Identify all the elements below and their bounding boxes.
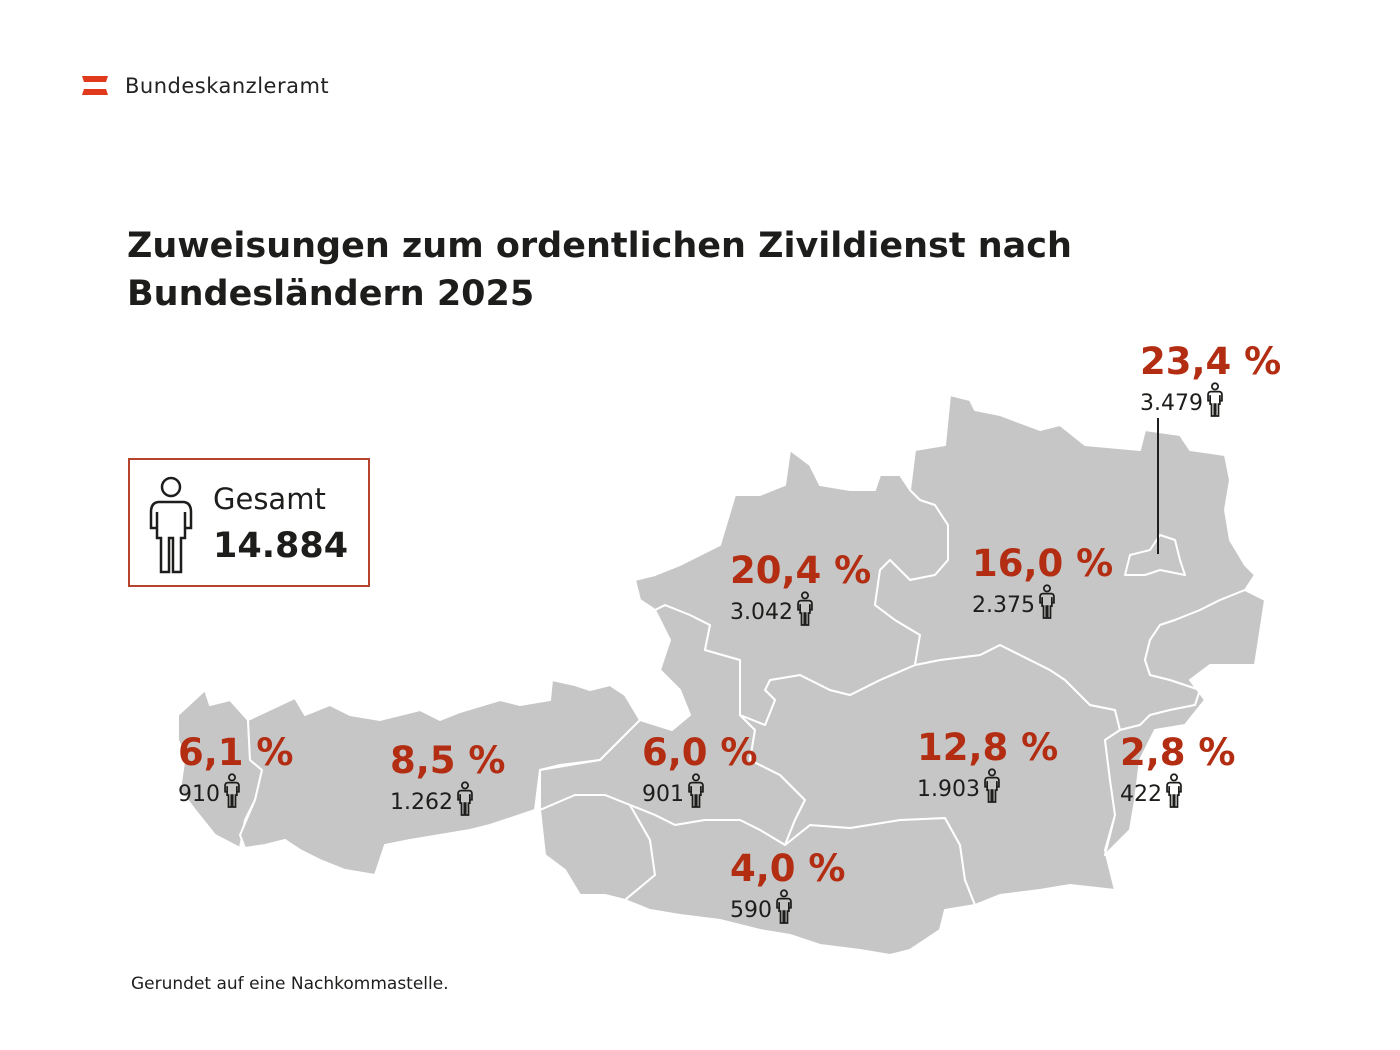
region-count: 590 xyxy=(730,889,846,925)
region-label-kaernten: 4,0 % 590 xyxy=(730,849,846,925)
region-percent: 6,0 % xyxy=(642,731,758,774)
region-count: 2.375 xyxy=(972,584,1113,620)
region-percent: 4,0 % xyxy=(730,847,846,890)
person-icon xyxy=(984,768,1000,803)
region-label-burgenland: 2,8 % 422 xyxy=(1120,733,1236,809)
logo-text: Bundeskanzleramt xyxy=(125,74,330,98)
region-count-value: 3.479 xyxy=(1140,391,1203,416)
region-kaernten xyxy=(624,804,976,956)
region-count-value: 422 xyxy=(1120,782,1162,807)
person-icon xyxy=(797,591,813,626)
region-wien xyxy=(1124,534,1186,576)
region-label-wien: 23,4 % 3.479 xyxy=(1140,342,1281,418)
region-percent: 20,4 % xyxy=(730,549,872,592)
region-count-value: 1.262 xyxy=(390,790,453,815)
footnote: Gerundet auf eine Nachkommastelle. xyxy=(131,974,449,994)
region-percent: 16,0 % xyxy=(972,542,1114,585)
region-percent: 6,1 % xyxy=(178,731,294,774)
total-box: Gesamt 14.884 xyxy=(128,458,370,587)
person-icon xyxy=(1166,773,1182,808)
austrian-flag-stripes-icon xyxy=(82,76,108,95)
region-count-value: 590 xyxy=(730,898,772,923)
region-count: 1.262 xyxy=(390,781,506,817)
person-icon xyxy=(688,773,704,808)
person-icon xyxy=(149,476,193,574)
region-label-steiermark: 12,8 % 1.903 xyxy=(917,728,1058,804)
region-count: 1.903 xyxy=(917,768,1058,804)
person-icon xyxy=(776,889,792,924)
region-label-oberoesterreich: 20,4 % 3.042 xyxy=(730,551,871,627)
total-label: Gesamt xyxy=(213,482,326,516)
region-percent: 2,8 % xyxy=(1120,731,1236,774)
person-icon xyxy=(1207,382,1223,417)
region-label-tirol: 8,5 % 1.262 xyxy=(390,741,506,817)
region-percent: 8,5 % xyxy=(390,739,506,782)
total-value: 14.884 xyxy=(213,526,349,566)
region-label-niederoesterreich: 16,0 % 2.375 xyxy=(972,544,1113,620)
region-label-salzburg: 6,0 % 901 xyxy=(642,733,758,809)
region-count-value: 901 xyxy=(642,782,684,807)
region-percent: 23,4 % xyxy=(1140,340,1282,383)
person-icon xyxy=(457,781,473,816)
logo: Bundeskanzleramt xyxy=(82,74,329,98)
region-count: 3.042 xyxy=(730,591,871,627)
region-burgenland xyxy=(1104,589,1266,856)
region-label-vorarlberg: 6,1 % 910 xyxy=(178,733,294,809)
region-count-value: 2.375 xyxy=(972,593,1035,618)
region-count: 422 xyxy=(1120,773,1236,809)
region-count: 910 xyxy=(178,773,294,809)
person-icon xyxy=(224,773,240,808)
region-count: 3.479 xyxy=(1140,382,1281,418)
region-count: 901 xyxy=(642,773,758,809)
person-icon xyxy=(1039,584,1055,619)
region-count-value: 1.903 xyxy=(917,777,980,802)
region-count-value: 910 xyxy=(178,782,220,807)
region-count-value: 3.042 xyxy=(730,600,793,625)
page-title: Zuweisungen zum ordentlichen Zivildienst… xyxy=(127,226,1072,314)
region-percent: 12,8 % xyxy=(917,726,1059,769)
